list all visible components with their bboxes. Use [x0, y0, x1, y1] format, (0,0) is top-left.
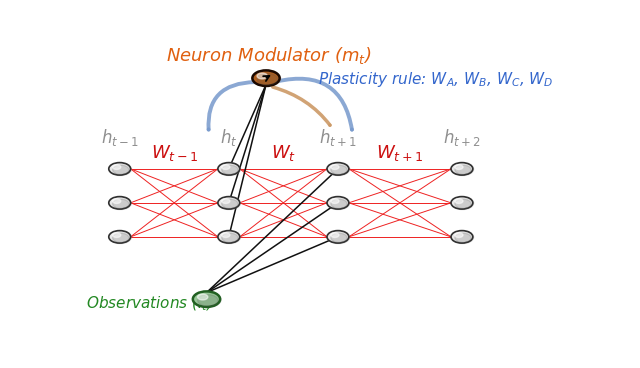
- Circle shape: [454, 233, 463, 237]
- Circle shape: [257, 73, 268, 79]
- Circle shape: [198, 294, 208, 300]
- Text: $h_t$: $h_t$: [220, 127, 237, 148]
- Circle shape: [113, 233, 129, 243]
- Circle shape: [331, 165, 339, 169]
- Circle shape: [451, 197, 474, 209]
- Circle shape: [218, 231, 241, 244]
- Circle shape: [198, 294, 218, 306]
- Circle shape: [327, 197, 349, 209]
- Circle shape: [221, 233, 230, 237]
- Circle shape: [331, 199, 339, 204]
- Circle shape: [109, 163, 131, 176]
- Circle shape: [327, 163, 349, 176]
- Circle shape: [221, 199, 230, 204]
- Text: $h_{t+2}$: $h_{t+2}$: [443, 127, 481, 148]
- Circle shape: [218, 197, 240, 209]
- Circle shape: [331, 165, 347, 174]
- Circle shape: [451, 231, 474, 244]
- Circle shape: [221, 165, 230, 169]
- FancyArrowPatch shape: [209, 82, 255, 130]
- Circle shape: [109, 197, 131, 209]
- Text: Observations ($i_t$): Observations ($i_t$): [86, 294, 213, 313]
- Circle shape: [451, 163, 473, 175]
- Circle shape: [221, 199, 238, 208]
- Circle shape: [331, 199, 347, 208]
- Circle shape: [327, 197, 349, 209]
- Circle shape: [218, 163, 240, 175]
- Circle shape: [193, 291, 221, 308]
- Circle shape: [113, 199, 129, 208]
- Circle shape: [455, 165, 471, 174]
- Circle shape: [451, 197, 473, 209]
- Circle shape: [327, 231, 349, 244]
- Circle shape: [113, 165, 121, 169]
- Circle shape: [252, 70, 280, 86]
- Text: $h_{t-1}$: $h_{t-1}$: [100, 127, 139, 148]
- Circle shape: [451, 163, 474, 176]
- Circle shape: [331, 233, 339, 237]
- Circle shape: [221, 233, 238, 243]
- Circle shape: [455, 199, 471, 208]
- Text: Plasticity rule: $W_A$, $W_B$, $W_C$, $W_D$: Plasticity rule: $W_A$, $W_B$, $W_C$, $W…: [318, 70, 554, 89]
- Text: $h_{t+1}$: $h_{t+1}$: [319, 127, 357, 148]
- Circle shape: [454, 199, 463, 204]
- Circle shape: [331, 233, 347, 243]
- Circle shape: [113, 165, 129, 174]
- Circle shape: [454, 165, 463, 169]
- FancyArrowPatch shape: [273, 87, 330, 125]
- Circle shape: [109, 197, 131, 209]
- Text: Neuron Modulator ($m_t$): Neuron Modulator ($m_t$): [166, 45, 371, 66]
- Circle shape: [109, 163, 131, 175]
- Circle shape: [327, 231, 349, 243]
- Circle shape: [109, 231, 131, 243]
- Text: $W_t$: $W_t$: [271, 143, 296, 163]
- Circle shape: [218, 163, 241, 176]
- Circle shape: [455, 233, 471, 243]
- Circle shape: [113, 233, 121, 237]
- Text: $W_{t-1}$: $W_{t-1}$: [150, 143, 198, 163]
- Circle shape: [451, 231, 473, 243]
- Circle shape: [193, 291, 220, 307]
- Circle shape: [257, 74, 278, 85]
- Text: $W_{t+1}$: $W_{t+1}$: [376, 143, 424, 163]
- Circle shape: [221, 165, 238, 174]
- Circle shape: [253, 71, 280, 86]
- Circle shape: [109, 231, 131, 244]
- Circle shape: [327, 163, 349, 175]
- Circle shape: [218, 197, 241, 209]
- FancyArrowPatch shape: [277, 79, 352, 130]
- Circle shape: [218, 231, 240, 243]
- Circle shape: [113, 199, 121, 204]
